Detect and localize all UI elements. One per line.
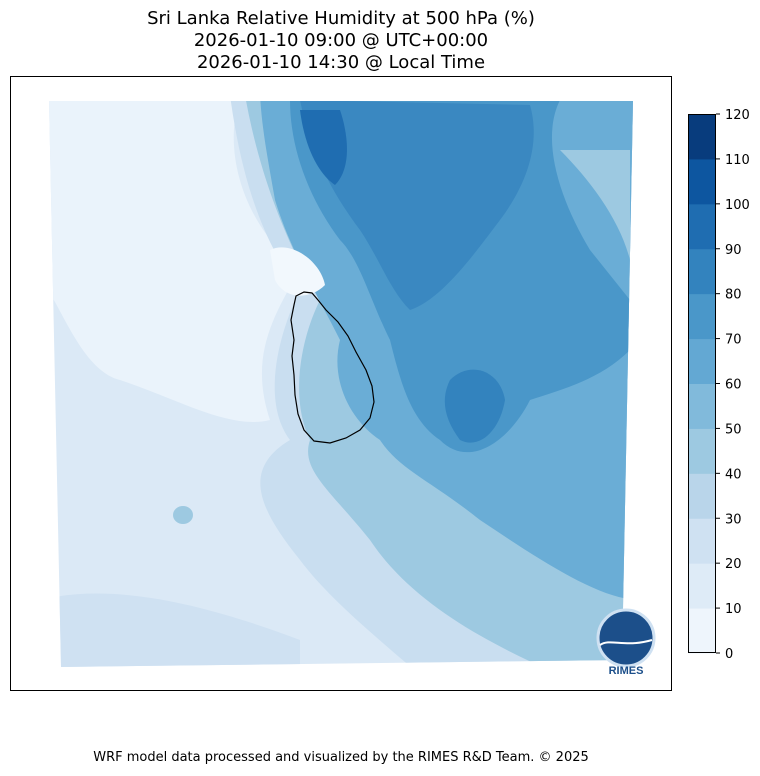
- colorbar-tick-label: 10: [725, 602, 742, 617]
- title-line-1: Sri Lanka Relative Humidity at 500 hPa (…: [147, 8, 535, 29]
- colorbar: 0 10 20 30 40 50 60 70 80 90 100 110 120: [688, 108, 750, 662]
- colorbar-segment: [688, 293, 716, 340]
- colorbar-tick-label: 70: [725, 333, 742, 348]
- title-line-2-utc: 2026-01-10 09:00 @ UTC+00:00: [193, 30, 489, 51]
- colorbar-segment: [688, 383, 716, 429]
- colorbar-tick-label: 80: [725, 288, 742, 303]
- rimes-logo-emblem: [596, 608, 656, 668]
- contour-band-90-100: [300, 110, 347, 185]
- colorbar-segment: [688, 473, 716, 519]
- colorbar-segment: [688, 338, 716, 384]
- contour-band-20-30-south: [49, 593, 300, 667]
- contour-band-0-10-near-coast: [270, 247, 325, 296]
- colorbar-tick-label: 110: [725, 153, 750, 168]
- colorbar-segment: [688, 203, 716, 250]
- colorbar-tick-label: 60: [725, 378, 742, 393]
- contour-patch: [173, 506, 193, 524]
- colorbar-segment: [688, 608, 716, 654]
- colorbar-segment: [688, 158, 716, 205]
- chart-title: Sri Lanka Relative Humidity at 500 hPa (…: [0, 8, 682, 74]
- footer-credit: WRF model data processed and visualized …: [93, 750, 589, 765]
- colorbar-segment: [688, 518, 716, 564]
- rimes-logo: RIMES: [596, 608, 656, 677]
- colorbar-tick-label: 30: [725, 512, 742, 527]
- rimes-logo-text: RIMES: [609, 665, 644, 677]
- colorbar-segment: [688, 563, 716, 609]
- contour-band-0-10: [49, 101, 300, 422]
- humidity-contours: [49, 101, 633, 667]
- colorbar-segment: [688, 428, 716, 474]
- colorbar-tick-label: 20: [725, 557, 742, 572]
- colorbar-tick-label: 120: [725, 108, 750, 123]
- contour-band-80-90: [300, 101, 534, 310]
- colorbar-tick-label: 0: [725, 647, 733, 662]
- colorbar-segment: [688, 248, 716, 295]
- contour-band-40-50-east: [560, 150, 630, 260]
- colorbar-tick-label: 100: [725, 198, 750, 213]
- colorbar-frame: [688, 114, 716, 653]
- colorbar-tick-label: 90: [725, 243, 742, 258]
- colorbar-tick-label: 50: [725, 422, 742, 437]
- colorbar-tick-label: 40: [725, 467, 742, 482]
- colorbar-segment: [688, 114, 716, 160]
- sri-lanka-coastline: [290, 291, 375, 444]
- contour-band-80-90-south: [444, 369, 505, 443]
- title-line-3-local: 2026-01-10 14:30 @ Local Time: [196, 52, 486, 73]
